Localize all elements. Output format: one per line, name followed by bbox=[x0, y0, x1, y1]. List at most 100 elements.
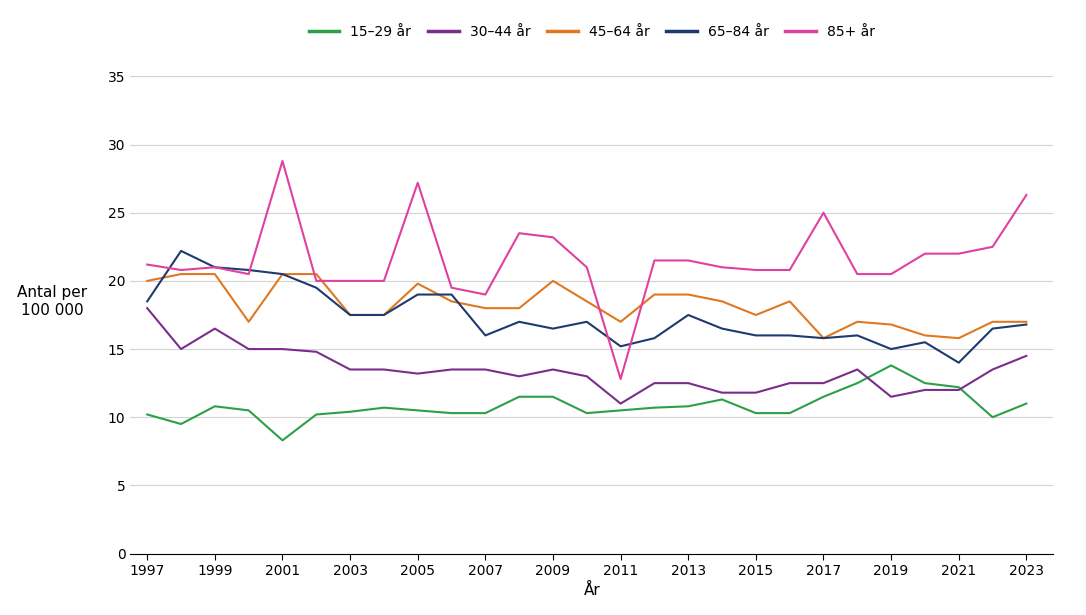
45–64 år bbox=[580, 298, 593, 305]
65–84 år bbox=[682, 311, 695, 319]
Text: Antal per
100 000: Antal per 100 000 bbox=[16, 285, 87, 317]
30–44 år bbox=[310, 348, 323, 355]
45–64 år bbox=[648, 291, 661, 298]
45–64 år bbox=[1020, 318, 1033, 325]
15–29 år bbox=[1020, 400, 1033, 407]
65–84 år bbox=[276, 271, 289, 278]
45–64 år bbox=[919, 331, 932, 339]
Line: 15–29 år: 15–29 år bbox=[148, 365, 1026, 440]
30–44 år bbox=[986, 366, 999, 373]
30–44 år bbox=[513, 373, 526, 380]
45–64 år bbox=[513, 304, 526, 312]
65–84 år bbox=[952, 359, 965, 367]
85+ år bbox=[412, 179, 425, 186]
30–44 år bbox=[209, 325, 222, 332]
65–84 år bbox=[817, 335, 830, 342]
15–29 år bbox=[817, 393, 830, 400]
65–84 år bbox=[749, 331, 762, 339]
85+ år bbox=[479, 291, 492, 298]
85+ år bbox=[546, 234, 559, 241]
15–29 år bbox=[716, 396, 729, 403]
85+ år bbox=[682, 257, 695, 264]
45–64 år bbox=[479, 304, 492, 312]
Line: 85+ år: 85+ år bbox=[148, 161, 1026, 379]
30–44 år bbox=[580, 373, 593, 380]
30–44 år bbox=[445, 366, 458, 373]
85+ år bbox=[614, 375, 627, 383]
65–84 år bbox=[175, 247, 188, 255]
65–84 år bbox=[885, 346, 898, 353]
45–64 år bbox=[209, 271, 222, 278]
85+ år bbox=[648, 257, 661, 264]
65–84 år bbox=[614, 343, 627, 350]
45–64 år bbox=[276, 271, 289, 278]
65–84 år bbox=[209, 264, 222, 271]
30–44 år bbox=[546, 366, 559, 373]
30–44 år bbox=[242, 346, 255, 353]
30–44 år bbox=[1020, 352, 1033, 360]
65–84 år bbox=[412, 291, 425, 298]
85+ år bbox=[885, 271, 898, 278]
85+ år bbox=[986, 243, 999, 250]
85+ år bbox=[580, 264, 593, 271]
15–29 år bbox=[546, 393, 559, 400]
85+ år bbox=[242, 271, 255, 278]
15–29 år bbox=[648, 404, 661, 411]
15–29 år bbox=[850, 379, 863, 387]
85+ år bbox=[850, 271, 863, 278]
15–29 år bbox=[682, 403, 695, 410]
65–84 år bbox=[310, 284, 323, 292]
Line: 30–44 år: 30–44 år bbox=[148, 308, 1026, 403]
65–84 år bbox=[378, 311, 391, 319]
45–64 år bbox=[783, 298, 796, 305]
65–84 år bbox=[580, 318, 593, 325]
15–29 år bbox=[175, 420, 188, 427]
85+ år bbox=[378, 277, 391, 285]
65–84 år bbox=[919, 338, 932, 346]
30–44 år bbox=[716, 389, 729, 396]
15–29 år bbox=[378, 404, 391, 411]
65–84 år bbox=[343, 311, 356, 319]
30–44 år bbox=[919, 386, 932, 394]
85+ år bbox=[716, 264, 729, 271]
45–64 år bbox=[242, 318, 255, 325]
85+ år bbox=[1020, 191, 1033, 199]
Line: 45–64 år: 45–64 år bbox=[148, 274, 1026, 338]
15–29 år bbox=[276, 437, 289, 444]
30–44 år bbox=[850, 366, 863, 373]
45–64 år bbox=[310, 271, 323, 278]
45–64 år bbox=[175, 271, 188, 278]
45–64 år bbox=[682, 291, 695, 298]
15–29 år bbox=[749, 410, 762, 417]
30–44 år bbox=[952, 386, 965, 394]
65–84 år bbox=[648, 335, 661, 342]
85+ år bbox=[343, 277, 356, 285]
45–64 år bbox=[546, 277, 559, 285]
30–44 år bbox=[682, 379, 695, 387]
65–84 år bbox=[141, 298, 154, 305]
15–29 år bbox=[580, 410, 593, 417]
45–64 år bbox=[412, 280, 425, 287]
30–44 år bbox=[175, 346, 188, 353]
85+ år bbox=[445, 284, 458, 292]
15–29 år bbox=[513, 393, 526, 400]
45–64 år bbox=[716, 298, 729, 305]
15–29 år bbox=[614, 407, 627, 414]
65–84 år bbox=[242, 266, 255, 274]
Legend: 15–29 år, 30–44 år, 45–64 år, 65–84 år, 85+ år: 15–29 år, 30–44 år, 45–64 år, 65–84 år, … bbox=[303, 19, 881, 44]
85+ år bbox=[817, 209, 830, 216]
15–29 år bbox=[343, 408, 356, 416]
15–29 år bbox=[310, 411, 323, 418]
85+ år bbox=[513, 229, 526, 237]
45–64 år bbox=[850, 318, 863, 325]
65–84 år bbox=[850, 331, 863, 339]
85+ år bbox=[276, 157, 289, 165]
85+ år bbox=[141, 261, 154, 268]
15–29 år bbox=[479, 410, 492, 417]
X-axis label: År: År bbox=[583, 584, 601, 598]
45–64 år bbox=[378, 311, 391, 319]
Line: 65–84 år: 65–84 år bbox=[148, 251, 1026, 363]
30–44 år bbox=[783, 379, 796, 387]
45–64 år bbox=[952, 335, 965, 342]
30–44 år bbox=[817, 379, 830, 387]
